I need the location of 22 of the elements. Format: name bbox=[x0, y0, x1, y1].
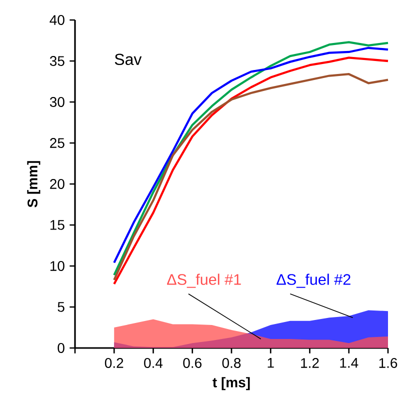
x-tick-label: 0.4 bbox=[144, 358, 163, 368]
y-tick-label: 0 bbox=[58, 343, 64, 353]
y-tick-label: 30 bbox=[50, 97, 64, 107]
x-tick-label: 0.6 bbox=[183, 358, 202, 368]
annotation: Sav bbox=[114, 54, 142, 66]
x-tick-label: 1.4 bbox=[340, 358, 358, 368]
y-tick-label: 40 bbox=[50, 15, 64, 25]
y-axis-title: S [mm] bbox=[27, 161, 40, 208]
y-tick-label: 10 bbox=[50, 261, 64, 271]
y-tick-label: 15 bbox=[50, 220, 64, 230]
series-label: ΔS_fuel #2 bbox=[276, 274, 350, 288]
y-tick-label: 20 bbox=[50, 179, 64, 189]
y-tick-label: 5 bbox=[58, 302, 64, 312]
x-tick-label: 0.2 bbox=[104, 358, 124, 368]
text: ΔS_fuel #1 bbox=[167, 274, 241, 288]
x-tick-label: 1 bbox=[268, 358, 274, 368]
x-tick-label: 0.8 bbox=[222, 358, 241, 368]
x-tick-label: 1.2 bbox=[301, 358, 319, 368]
x-tick-label: 1.6 bbox=[379, 358, 398, 368]
y-tick-label: 25 bbox=[50, 138, 64, 148]
y-tick-label: 35 bbox=[50, 56, 64, 66]
x-axis-title: t [ms] bbox=[212, 377, 250, 390]
